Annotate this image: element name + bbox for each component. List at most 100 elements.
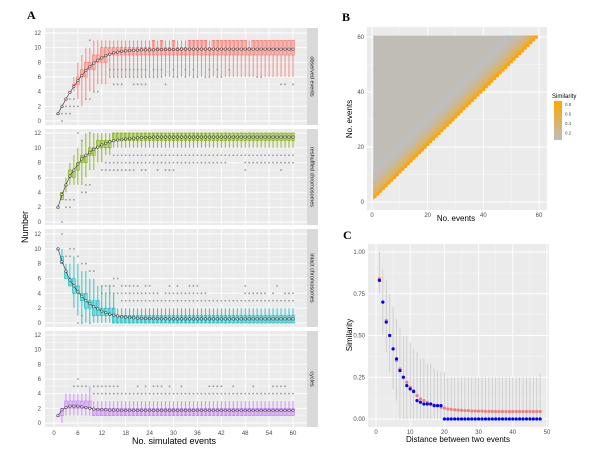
outlier-point — [228, 299, 231, 302]
box — [195, 39, 200, 56]
box — [179, 407, 184, 417]
outlier-point — [176, 161, 179, 164]
outlier-point — [144, 161, 147, 164]
box — [191, 39, 196, 56]
box — [283, 39, 287, 56]
x-tick-label: 0 — [52, 431, 56, 437]
outlier-point — [80, 191, 83, 194]
outlier-point — [112, 285, 115, 287]
mean-point — [275, 135, 279, 139]
mean-point — [287, 317, 291, 321]
x-tick-label: 0 — [370, 213, 374, 219]
mean-point — [191, 408, 195, 412]
box — [187, 39, 192, 56]
outlier-point — [216, 385, 219, 388]
outlier-point — [108, 392, 111, 395]
red-point — [449, 407, 453, 411]
outlier-point — [61, 120, 63, 122]
outlier-point — [240, 299, 243, 302]
y-tick-label: 8 — [38, 60, 42, 66]
outlier-point — [128, 169, 131, 171]
outlier-point — [180, 292, 183, 295]
mean-point — [72, 168, 76, 172]
y-tick-label: 10 — [34, 348, 41, 354]
heatmap-diagonal-cell — [532, 38, 536, 42]
heatmap-diagonal-cell — [459, 109, 463, 113]
mean-point — [191, 317, 195, 321]
box — [112, 47, 116, 56]
outlier-point — [292, 83, 294, 86]
outlier-point — [140, 392, 143, 395]
outlier-point — [156, 385, 159, 388]
outlier-point — [224, 299, 227, 302]
mean-point — [144, 48, 148, 52]
outlier-point — [148, 392, 151, 395]
red-point — [453, 408, 457, 412]
outlier-point — [124, 392, 127, 395]
x-tick-label: 30 — [170, 431, 177, 437]
box — [263, 407, 267, 417]
mean-point — [215, 408, 219, 412]
blue-point — [521, 417, 525, 421]
mean-point — [207, 408, 211, 412]
outlier-point — [132, 169, 135, 171]
outlier-point — [220, 299, 223, 302]
heatmap-diagonal-cell — [509, 60, 513, 64]
outlier-point — [256, 161, 259, 164]
outlier-point — [69, 105, 71, 108]
box — [136, 132, 140, 141]
box — [100, 47, 104, 63]
mean-point — [211, 317, 215, 321]
mean-point — [163, 408, 168, 412]
heatmap-diagonal-cell — [448, 120, 452, 124]
heatmap-diagonal-cell — [523, 46, 527, 50]
blue-point — [432, 404, 436, 408]
outlier-point — [152, 385, 155, 388]
y-tick-label: 10 — [34, 46, 41, 52]
mean-point — [223, 408, 227, 412]
blue-point — [480, 417, 484, 421]
mean-point — [211, 135, 215, 139]
mean-point — [263, 408, 267, 412]
panel-label-b: B — [342, 10, 350, 24]
mean-point — [271, 135, 275, 139]
blue-point — [388, 333, 392, 338]
outlier-point — [264, 161, 267, 164]
heatmap-diagonal-cell — [387, 181, 391, 185]
mean-point — [128, 49, 132, 53]
heatmap-diagonal-cell — [445, 123, 449, 127]
outlier-point — [212, 299, 215, 302]
outlier-point — [272, 292, 274, 295]
mean-point — [239, 135, 243, 139]
blue-point — [466, 417, 470, 421]
outlier-point — [272, 385, 274, 388]
outlier-point — [160, 385, 163, 388]
blue-point — [412, 389, 416, 394]
mean-point — [207, 135, 211, 139]
blue-point — [514, 417, 518, 421]
outlier-point — [196, 299, 199, 302]
mean-point — [287, 408, 291, 412]
y-tick-label: 0.25 — [353, 375, 365, 381]
mean-point — [167, 135, 172, 139]
box — [239, 407, 243, 417]
mean-point — [148, 135, 152, 139]
outlier-point — [196, 161, 199, 164]
box — [136, 407, 140, 417]
outlier-point — [284, 385, 286, 388]
outlier-point — [284, 292, 286, 295]
outlier-point — [156, 154, 159, 157]
red-point — [466, 409, 470, 413]
outlier-point — [61, 233, 63, 235]
outlier-point — [172, 299, 175, 302]
box — [151, 39, 156, 56]
heatmap-diagonal-cell — [423, 145, 427, 149]
blue-point — [504, 417, 508, 421]
mean-point — [136, 316, 140, 320]
box — [267, 407, 271, 417]
y-tick-label: 4 — [38, 392, 42, 398]
blue-point — [494, 417, 498, 421]
mean-point — [56, 205, 60, 209]
mean-point — [156, 408, 160, 412]
outlier-point — [280, 392, 282, 395]
